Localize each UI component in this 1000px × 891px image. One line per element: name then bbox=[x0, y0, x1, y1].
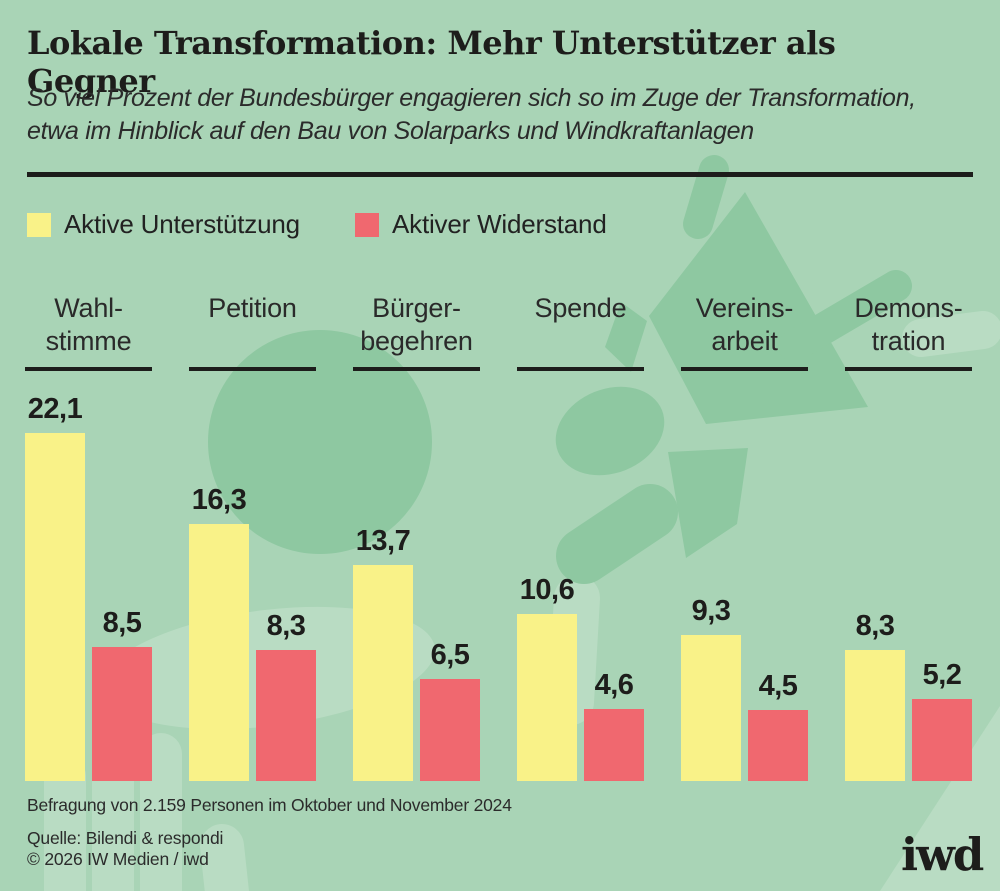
value-label-oppose: 6,5 bbox=[430, 639, 470, 671]
category-label: Petition bbox=[189, 292, 316, 358]
legend-item-support: Aktive Unterstützung bbox=[27, 209, 300, 240]
legend-label: Aktiver Widerstand bbox=[392, 209, 607, 239]
legend-label: Aktive Unterstützung bbox=[64, 209, 300, 239]
category-line: stimme bbox=[45, 326, 132, 356]
bar-oppose bbox=[912, 699, 972, 781]
bar-area: 8,3 5,2 bbox=[845, 371, 972, 781]
finger-shape bbox=[200, 824, 249, 891]
category-line: Petition bbox=[208, 293, 297, 323]
chart-group: Bürger-begehren 13,7 6,5 bbox=[353, 292, 480, 781]
bar-support bbox=[353, 565, 413, 781]
bar-area: 22,1 8,5 bbox=[25, 371, 152, 781]
category-line: begehren bbox=[360, 326, 473, 356]
bar-oppose bbox=[584, 709, 644, 781]
category-line: Demons- bbox=[854, 293, 963, 323]
iwd-logo: iwd bbox=[901, 828, 984, 881]
value-label-oppose: 4,6 bbox=[594, 669, 634, 701]
category-underline bbox=[517, 367, 644, 371]
bar-oppose bbox=[92, 647, 152, 781]
category-label: Vereins-arbeit bbox=[681, 292, 808, 358]
chart-group: Demons-tration 8,3 5,2 bbox=[845, 292, 972, 781]
category-line: Spende bbox=[534, 293, 627, 323]
legend-item-oppose: Aktiver Widerstand bbox=[355, 209, 607, 240]
category-underline bbox=[25, 367, 152, 371]
bar-support bbox=[189, 524, 249, 781]
category-underline bbox=[189, 367, 316, 371]
category-line: Wahl- bbox=[54, 293, 123, 323]
value-label-support: 8,3 bbox=[855, 610, 895, 642]
bar-oppose bbox=[420, 679, 480, 781]
bar-oppose bbox=[256, 650, 316, 781]
chart-group: Wahl-stimme 22,1 8,5 bbox=[25, 292, 152, 781]
bar-area: 9,3 4,5 bbox=[681, 371, 808, 781]
value-label-oppose: 4,5 bbox=[758, 670, 798, 702]
category-underline bbox=[845, 367, 972, 371]
category-label: Spende bbox=[517, 292, 644, 358]
page-title: Lokale Transformation: Mehr Unterstützer… bbox=[27, 24, 836, 100]
copyright-line: © 2026 IW Medien / iwd bbox=[27, 849, 209, 869]
category-label: Wahl-stimme bbox=[25, 292, 152, 358]
oppose-swatch-icon bbox=[355, 212, 379, 237]
value-label-support: 10,6 bbox=[519, 574, 575, 606]
bar-area: 16,3 8,3 bbox=[189, 371, 316, 781]
bar-oppose bbox=[748, 710, 808, 781]
support-swatch-icon bbox=[27, 212, 51, 237]
value-label-support: 22,1 bbox=[27, 393, 83, 425]
bar-support bbox=[517, 614, 577, 781]
bar-support bbox=[681, 635, 741, 781]
bar-area: 13,7 6,5 bbox=[353, 371, 480, 781]
survey-note: Befragung von 2.159 Personen im Oktober … bbox=[27, 795, 512, 815]
sound-dash bbox=[683, 155, 729, 239]
category-underline bbox=[681, 367, 808, 371]
value-label-oppose: 5,2 bbox=[922, 659, 962, 691]
category-line: arbeit bbox=[711, 326, 778, 356]
value-label-support: 13,7 bbox=[355, 525, 411, 557]
category-label: Demons-tration bbox=[845, 292, 972, 358]
category-underline bbox=[353, 367, 480, 371]
chart-group: Petition 16,3 8,3 bbox=[189, 292, 316, 781]
bar-support bbox=[25, 433, 85, 781]
value-label-oppose: 8,5 bbox=[102, 607, 142, 639]
category-line: Vereins- bbox=[695, 293, 794, 323]
bar-area: 10,6 4,6 bbox=[517, 371, 644, 781]
chart: Wahl-stimme 22,1 8,5 Petition 16,3 8,3 Bürger-… bbox=[25, 292, 973, 781]
chart-group: Vereins-arbeit 9,3 4,5 bbox=[681, 292, 808, 781]
category-line: tration bbox=[871, 326, 946, 356]
divider-rule bbox=[27, 172, 973, 177]
value-label-support: 16,3 bbox=[191, 484, 247, 516]
category-line: Bürger- bbox=[372, 293, 461, 323]
value-label-oppose: 8,3 bbox=[266, 610, 306, 642]
source-line: Quelle: Bilendi & respondi bbox=[27, 828, 224, 848]
category-label: Bürger-begehren bbox=[353, 292, 480, 358]
chart-group: Spende 10,6 4,6 bbox=[517, 292, 644, 781]
subtitle-line: etwa im Hinblick auf den Bau von Solarpa… bbox=[27, 117, 754, 145]
page-subtitle: So viel Prozent der Bundesbürger engagie… bbox=[27, 82, 973, 148]
subtitle-line: So viel Prozent der Bundesbürger engagie… bbox=[27, 84, 916, 112]
value-label-support: 9,3 bbox=[691, 595, 731, 627]
bar-support bbox=[845, 650, 905, 781]
